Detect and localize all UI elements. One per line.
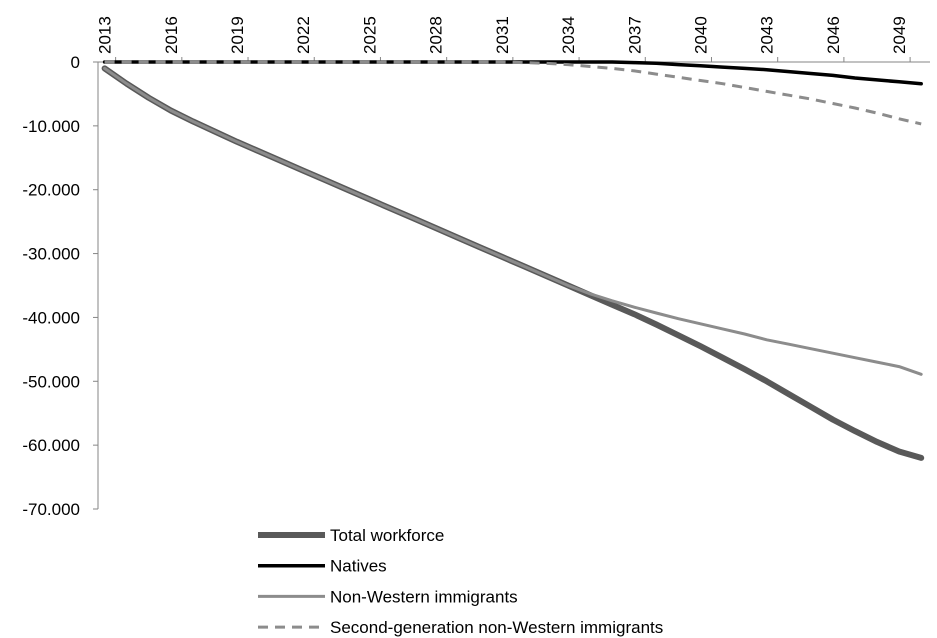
y-tick-label: -70.000 xyxy=(22,500,80,519)
y-tick-label: -20.000 xyxy=(22,181,80,200)
x-tick-label: 2034 xyxy=(559,16,578,54)
x-tick-label: 2046 xyxy=(824,16,843,54)
y-tick-label: -10.000 xyxy=(22,117,80,136)
x-tick-label: 2049 xyxy=(890,16,909,54)
x-tick-label: 2022 xyxy=(294,16,313,54)
legend-label: Total workforce xyxy=(330,526,444,545)
x-tick-label: 2019 xyxy=(228,16,247,54)
x-tick-label: 2031 xyxy=(493,16,512,54)
x-tick-label: 2043 xyxy=(758,16,777,54)
x-tick-label: 2025 xyxy=(360,16,379,54)
series-line xyxy=(103,66,923,376)
y-tick-label: -50.000 xyxy=(22,372,80,391)
y-tick-label: 0 xyxy=(71,53,80,72)
x-tick-label: 2040 xyxy=(691,16,710,54)
x-tick-label: 2013 xyxy=(96,16,115,54)
x-tick-label: 2028 xyxy=(427,16,446,54)
series-line xyxy=(102,60,923,86)
y-tick-label: -30.000 xyxy=(22,245,80,264)
y-tick-label: -40.000 xyxy=(22,308,80,327)
x-tick-label: 2037 xyxy=(625,16,644,54)
legend-label: Non-Western immigrants xyxy=(330,587,518,606)
series-line xyxy=(104,60,922,126)
legend-label: Second-generation non-Western immigrants xyxy=(330,618,663,637)
x-tick-label: 2016 xyxy=(162,16,181,54)
legend-label: Natives xyxy=(330,557,387,576)
y-tick-label: -60.000 xyxy=(22,436,80,455)
